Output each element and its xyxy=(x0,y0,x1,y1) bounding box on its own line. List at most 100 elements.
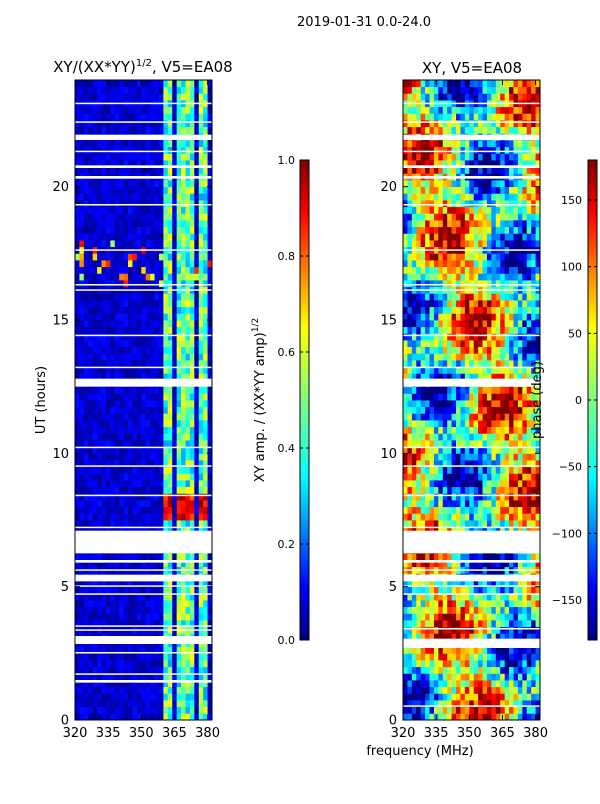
heatmap-cell xyxy=(483,587,488,594)
heatmap-cell xyxy=(407,480,412,487)
heatmap-cell xyxy=(430,520,435,527)
heatmap-cell xyxy=(128,693,133,700)
heatmap-cell xyxy=(522,687,527,694)
heatmap-cell xyxy=(124,653,129,660)
heatmap-cell xyxy=(456,520,461,527)
heatmap-cell xyxy=(181,207,186,214)
heatmap-cell xyxy=(177,420,182,427)
heatmap-cell xyxy=(203,240,208,247)
heatmap-cell xyxy=(438,693,443,700)
heatmap-cell xyxy=(146,300,151,307)
heatmap-cell xyxy=(203,233,208,240)
heatmap-cell xyxy=(124,200,129,207)
heatmap-cell xyxy=(119,487,124,494)
heatmap-cell xyxy=(522,413,527,420)
heatmap-cell xyxy=(438,553,443,560)
heatmap-cell xyxy=(181,320,186,327)
heatmap-cell xyxy=(88,693,93,700)
heatmap-cell xyxy=(150,353,155,360)
heatmap-cell xyxy=(478,473,483,480)
heatmap-cell xyxy=(522,440,527,447)
heatmap-cell xyxy=(132,180,137,187)
heatmap-cell xyxy=(124,220,129,227)
heatmap-cell xyxy=(190,233,195,240)
heatmap-cell xyxy=(75,607,80,614)
heatmap-cell xyxy=(438,667,443,674)
heatmap-cell xyxy=(159,600,164,607)
heatmap-cell xyxy=(141,307,146,314)
heatmap-cell xyxy=(447,513,452,520)
heatmap-cell xyxy=(531,307,536,314)
heatmap-cell xyxy=(518,453,523,460)
heatmap-cell xyxy=(194,480,199,487)
heatmap-cell xyxy=(412,433,417,440)
heatmap-cell xyxy=(128,220,133,227)
heatmap-cell xyxy=(106,433,111,440)
heatmap-cell xyxy=(460,513,465,520)
heatmap-cell xyxy=(124,413,129,420)
heatmap-cell xyxy=(500,340,505,347)
heatmap-cell xyxy=(199,553,204,560)
heatmap-cell xyxy=(93,200,98,207)
heatmap-cell xyxy=(137,600,142,607)
heatmap-cell xyxy=(190,613,195,620)
heatmap-cell xyxy=(474,653,479,660)
heatmap-cell xyxy=(456,587,461,594)
heatmap-cell xyxy=(106,493,111,500)
heatmap-cell xyxy=(403,353,408,360)
heatmap-cell xyxy=(132,93,137,100)
heatmap-cell xyxy=(84,220,89,227)
heatmap-cell xyxy=(115,253,120,260)
heatmap-cell xyxy=(190,320,195,327)
heatmap-cell xyxy=(500,387,505,394)
heatmap-cell xyxy=(443,507,448,514)
heatmap-cell xyxy=(88,267,93,274)
heatmap-cell xyxy=(128,607,133,614)
heatmap-cell xyxy=(185,327,190,334)
heatmap-cell xyxy=(97,120,102,127)
heatmap-cell xyxy=(106,300,111,307)
heatmap-cell xyxy=(434,387,439,394)
heatmap-cell xyxy=(421,653,426,660)
heatmap-cell xyxy=(97,387,102,394)
heatmap-cell xyxy=(190,147,195,154)
heatmap-cell xyxy=(438,353,443,360)
heatmap-cell xyxy=(403,587,408,594)
heatmap-cell xyxy=(172,87,177,94)
heatmap-cell xyxy=(199,700,204,707)
heatmap-cell xyxy=(518,307,523,314)
heatmap-cell xyxy=(478,307,483,314)
heatmap-cell xyxy=(487,360,492,367)
heatmap-cell xyxy=(443,360,448,367)
heatmap-cell xyxy=(75,660,80,667)
heatmap-cell xyxy=(115,653,120,660)
heatmap-cell xyxy=(509,400,514,407)
heatmap-cell xyxy=(407,300,412,307)
heatmap-cell xyxy=(146,140,151,147)
heatmap-cell xyxy=(425,407,430,414)
heatmap-cell xyxy=(421,713,426,720)
heatmap-cell xyxy=(452,693,457,700)
heatmap-cell xyxy=(513,587,518,594)
heatmap-cell xyxy=(93,353,98,360)
heatmap-cell xyxy=(478,507,483,514)
heatmap-cell xyxy=(469,687,474,694)
heatmap-cell xyxy=(469,480,474,487)
heatmap-cell xyxy=(106,193,111,200)
heatmap-cell xyxy=(110,453,115,460)
heatmap-cell xyxy=(163,400,168,407)
heatmap-cell xyxy=(159,387,164,394)
heatmap-cell xyxy=(79,387,84,394)
heatmap-cell xyxy=(88,520,93,527)
heatmap-cell xyxy=(518,340,523,347)
heatmap-cell xyxy=(124,660,129,667)
heatmap-cell xyxy=(194,240,199,247)
heatmap-cell xyxy=(199,660,204,667)
heatmap-cell xyxy=(137,127,142,134)
heatmap-cell xyxy=(522,660,527,667)
heatmap-cell xyxy=(102,667,107,674)
heatmap-cell xyxy=(190,667,195,674)
heatmap-cell xyxy=(203,260,208,267)
heatmap-cell xyxy=(128,653,133,660)
heatmap-cell xyxy=(509,340,514,347)
